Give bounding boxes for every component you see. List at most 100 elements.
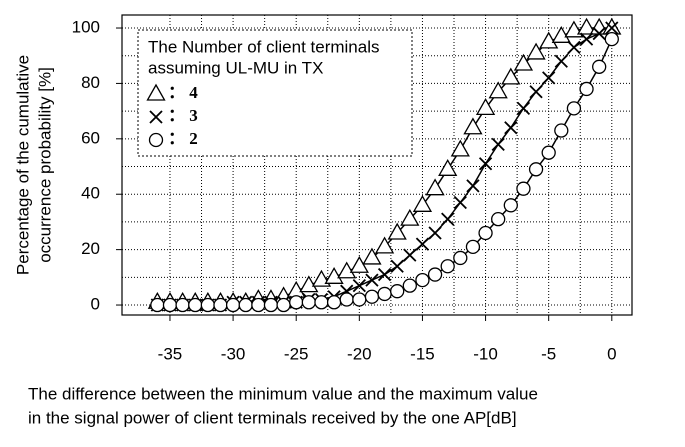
marker-triangle bbox=[513, 53, 534, 71]
marker-triangle bbox=[576, 17, 597, 35]
legend-box bbox=[137, 29, 413, 157]
marker-cross bbox=[529, 85, 543, 99]
marker-cross bbox=[554, 54, 568, 68]
marker-cross bbox=[592, 26, 606, 41]
marker-circle bbox=[390, 284, 405, 299]
legend-title: assuming UL-MU in TX bbox=[148, 58, 323, 77]
marker-circle bbox=[251, 297, 266, 313]
marker-circle bbox=[289, 295, 304, 310]
marker-circle bbox=[491, 212, 506, 227]
marker-circle bbox=[352, 292, 367, 307]
marker-cross bbox=[441, 212, 455, 226]
marker-triangle bbox=[551, 26, 571, 43]
marker-circle bbox=[503, 198, 518, 213]
x-tick-label: -30 bbox=[221, 344, 246, 363]
marker-circle bbox=[516, 181, 531, 196]
marker-circle bbox=[238, 297, 253, 313]
x-tick-label: -15 bbox=[410, 344, 435, 363]
marker-cross bbox=[352, 279, 366, 293]
marker-circle bbox=[213, 297, 228, 313]
marker-circle bbox=[276, 297, 291, 313]
marker-triangle bbox=[400, 208, 420, 226]
marker-circle bbox=[415, 272, 430, 288]
marker-circle bbox=[440, 259, 455, 274]
marker-cross bbox=[605, 21, 619, 35]
marker-cross bbox=[403, 248, 417, 262]
x-tick-label: -35 bbox=[158, 344, 183, 363]
x-tick-label: 0 bbox=[607, 344, 616, 363]
marker-cross bbox=[377, 267, 392, 282]
marker-circle bbox=[263, 297, 279, 313]
marker-circle bbox=[301, 295, 316, 310]
y-tick-label: 0 bbox=[91, 295, 100, 314]
marker-triangle bbox=[362, 247, 382, 265]
marker-triangle bbox=[463, 117, 483, 135]
marker-triangle bbox=[425, 178, 445, 196]
marker-circle bbox=[478, 225, 493, 241]
marker-triangle bbox=[324, 267, 344, 284]
marker-circle bbox=[148, 132, 164, 148]
legend: The Number of client terminals assuming U… bbox=[137, 29, 413, 157]
marker-cross bbox=[567, 40, 581, 55]
marker-triangle bbox=[412, 194, 433, 212]
marker-circle bbox=[453, 250, 468, 266]
x-tick-label: -10 bbox=[473, 344, 498, 363]
marker-circle bbox=[592, 59, 607, 74]
marker-cross bbox=[453, 195, 467, 210]
marker-triangle bbox=[526, 42, 546, 60]
marker-cross bbox=[428, 226, 442, 240]
y-tick-label: 20 bbox=[81, 239, 100, 258]
marker-circle bbox=[402, 278, 417, 293]
marker-cross bbox=[542, 71, 556, 85]
marker-triangle bbox=[539, 31, 559, 49]
legend-label: ： 4 bbox=[168, 83, 198, 102]
marker-cross bbox=[478, 157, 493, 171]
marker-circle bbox=[225, 297, 241, 313]
y-tick-label: 60 bbox=[81, 128, 100, 147]
marker-cross bbox=[365, 273, 379, 287]
marker-circle bbox=[566, 101, 582, 116]
x-tick-label: -20 bbox=[347, 344, 372, 363]
legend-label: ： 3 bbox=[168, 106, 198, 125]
y-tick-label: 100 bbox=[72, 18, 100, 37]
marker-triangle bbox=[602, 17, 622, 35]
y-axis-label: Percentage of the cumulative bbox=[13, 55, 32, 275]
marker-cross bbox=[579, 32, 594, 46]
marker-triangle bbox=[146, 83, 166, 101]
marker-circle bbox=[175, 297, 190, 313]
marker-circle bbox=[326, 295, 342, 310]
plot-frame bbox=[121, 14, 633, 316]
marker-circle bbox=[314, 295, 329, 310]
marker-circle bbox=[377, 286, 392, 302]
y-axis-label: occurrence probability [%] bbox=[35, 67, 54, 263]
y-tick-label: 80 bbox=[81, 73, 100, 92]
x-axis-label: in the signal power of client terminals … bbox=[28, 408, 517, 427]
marker-circle bbox=[200, 297, 215, 313]
marker-circle bbox=[604, 31, 619, 47]
y-tick-label: 40 bbox=[81, 184, 100, 203]
marker-circle bbox=[465, 239, 481, 255]
marker-circle bbox=[528, 162, 544, 177]
marker-triangle bbox=[501, 67, 521, 85]
marker-circle bbox=[427, 267, 443, 282]
marker-circle bbox=[579, 81, 594, 97]
marker-triangle bbox=[299, 275, 319, 293]
marker-circle bbox=[554, 123, 569, 138]
marker-cross bbox=[491, 137, 505, 151]
marker-triangle bbox=[374, 236, 395, 254]
x-axis-label: The difference between the minimum value… bbox=[28, 384, 538, 403]
marker-cross bbox=[149, 110, 163, 124]
marker-triangle bbox=[337, 261, 357, 279]
marker-circle bbox=[150, 297, 165, 313]
marker-triangle bbox=[450, 139, 470, 157]
marker-circle bbox=[364, 289, 380, 304]
x-tick-label: -5 bbox=[541, 344, 556, 363]
marker-cross bbox=[415, 237, 430, 251]
legend-title: The Number of client terminals bbox=[148, 37, 379, 56]
marker-cross bbox=[466, 179, 480, 193]
marker-circle bbox=[541, 145, 556, 160]
marker-circle bbox=[162, 297, 178, 313]
marker-circle bbox=[339, 292, 354, 307]
marker-circle bbox=[188, 297, 203, 313]
